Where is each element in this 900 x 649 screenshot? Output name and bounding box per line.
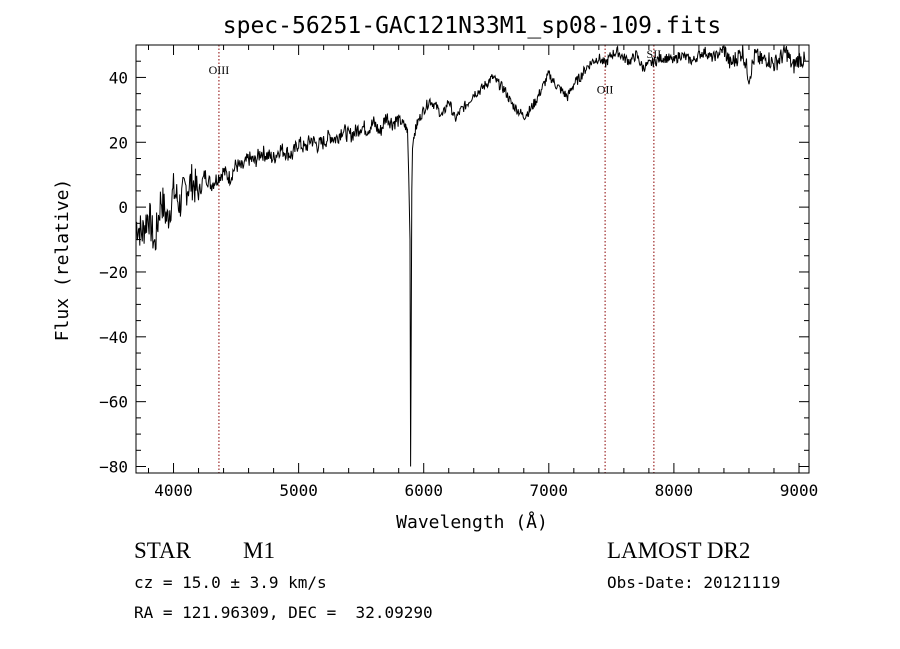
- spectrum-line: [135, 45, 806, 467]
- marker-label: OII: [597, 83, 614, 97]
- coordinates-text: RA = 121.96309, DEC = 32.09290: [134, 603, 433, 622]
- y-tick-label: −40: [99, 328, 128, 347]
- object-subclass: M1: [243, 538, 275, 563]
- marker-label: OIII: [209, 63, 230, 77]
- x-tick-label: 5000: [279, 481, 318, 500]
- x-tick-label: 7000: [530, 481, 569, 500]
- x-axis-label: Wavelength (Å): [396, 511, 548, 533]
- y-tick-label: 40: [109, 68, 128, 87]
- x-tick-label: 4000: [154, 481, 193, 500]
- plot-frame: [135, 44, 810, 474]
- x-tick-label: 8000: [655, 481, 694, 500]
- y-tick-label: 20: [109, 133, 128, 152]
- y-axis-label: Flux (relative): [52, 179, 73, 342]
- obs-date-text: Obs-Date: 20121119: [607, 573, 781, 592]
- survey-name: LAMOST DR2: [607, 538, 751, 563]
- x-tick-label: 6000: [404, 481, 443, 500]
- chart-title: spec-56251-GAC121N33M1_sp08-109.fits: [223, 13, 722, 39]
- redshift-text: cz = 15.0 ± 3.9 km/s: [134, 573, 327, 592]
- y-tick-label: −20: [99, 263, 128, 282]
- y-tick-label: −80: [99, 458, 128, 477]
- y-tick-label: 0: [118, 198, 128, 217]
- object-class: STAR: [134, 538, 191, 563]
- y-tick-label: −60: [99, 393, 128, 412]
- x-tick-label: 9000: [780, 481, 819, 500]
